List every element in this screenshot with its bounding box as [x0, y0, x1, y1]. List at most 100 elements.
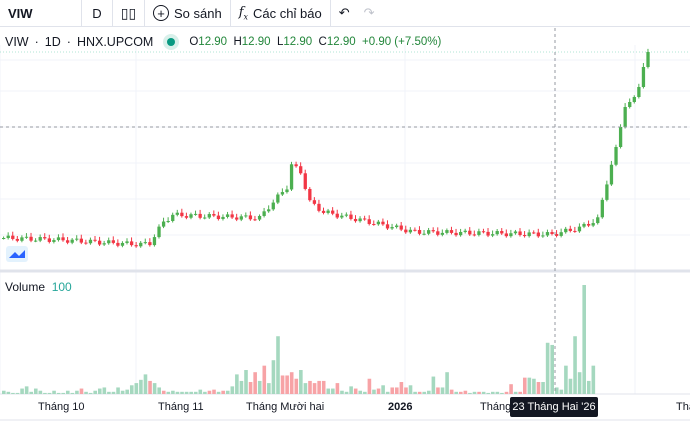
candle	[84, 242, 88, 244]
volume-bar	[235, 374, 239, 394]
candle	[573, 230, 577, 232]
volume-bar	[399, 382, 404, 394]
candle	[477, 231, 481, 235]
candle	[148, 242, 152, 246]
candle	[56, 237, 61, 241]
candle	[65, 240, 70, 243]
candle	[641, 67, 646, 87]
top-toolbar: VIW D ▯▯ + So sánh fx Các chỉ báo ↶ ↷	[0, 0, 690, 27]
volume-bar	[271, 360, 276, 394]
redo-icon[interactable]: ↷	[363, 5, 375, 20]
volume-bar	[29, 391, 34, 394]
candle	[70, 239, 74, 243]
volume-bar	[417, 391, 422, 394]
volume-bar	[326, 388, 331, 394]
candle	[102, 243, 106, 245]
volume-bar	[212, 389, 216, 394]
candle	[395, 225, 399, 228]
volume-bar	[349, 386, 353, 394]
candle	[463, 230, 467, 232]
volume-bar	[335, 383, 340, 394]
volume-bar	[344, 391, 349, 394]
candle	[38, 237, 42, 241]
candle	[161, 221, 166, 227]
volume-bar	[116, 387, 120, 394]
volume-bar	[143, 374, 148, 394]
compare-button[interactable]: + So sánh	[145, 0, 231, 27]
volume-bar	[216, 391, 221, 394]
volume-bar	[363, 391, 367, 394]
candle	[317, 203, 321, 211]
interval-button[interactable]: D	[82, 0, 113, 27]
symbol-search-button[interactable]: VIW	[0, 0, 82, 27]
volume-bar	[24, 386, 29, 394]
volume-bar	[75, 390, 79, 394]
candle	[20, 237, 24, 241]
candle	[472, 234, 477, 236]
volume-bar	[248, 382, 253, 394]
crosshair-date-label: 23 Tháng Hai '26	[510, 397, 598, 417]
volume-bar	[221, 390, 225, 394]
volume-bar	[591, 365, 596, 394]
volume-bar	[340, 390, 344, 394]
volume-bar	[43, 392, 47, 394]
volume-bar	[527, 377, 532, 394]
volume-bar	[88, 392, 93, 394]
volume-bar	[367, 378, 372, 394]
volume-bar	[61, 392, 66, 394]
candle	[522, 235, 527, 237]
volume-bar	[79, 388, 84, 394]
volume-bar	[47, 392, 52, 394]
volume-bar	[184, 391, 189, 394]
candle	[97, 240, 102, 245]
candle	[399, 225, 403, 230]
candle	[600, 199, 604, 218]
candle	[372, 223, 376, 225]
x-tick: Tháng 11	[158, 401, 204, 413]
volume-bar	[239, 380, 244, 394]
candle	[262, 211, 266, 216]
volume-bar	[52, 390, 56, 394]
candle	[591, 223, 595, 226]
volume-bar	[38, 390, 43, 394]
candle	[152, 237, 157, 246]
candle	[308, 188, 312, 201]
candle	[171, 214, 175, 221]
candle	[88, 239, 93, 244]
x-tick: Tháng Mười hai	[246, 401, 325, 413]
volume-bar	[568, 378, 573, 394]
candle	[545, 232, 550, 236]
candle	[134, 245, 138, 247]
volume-bar	[180, 391, 184, 394]
volume-bar	[161, 390, 166, 394]
volume-bar	[93, 390, 97, 394]
volume-bar	[139, 379, 143, 394]
candle	[207, 214, 211, 218]
candle	[312, 200, 317, 204]
candle	[618, 127, 623, 147]
volume-bar	[11, 392, 15, 394]
volume-bar	[541, 382, 545, 394]
candle	[285, 189, 289, 193]
chart-type-button[interactable]: ▯▯	[113, 0, 145, 27]
x-tick: Tháng	[480, 401, 512, 413]
candle	[184, 216, 189, 218]
volume-bar	[97, 388, 102, 394]
volume-bar	[312, 383, 317, 394]
candle	[61, 237, 65, 241]
candle	[120, 242, 125, 246]
undo-icon[interactable]: ↶	[338, 5, 350, 20]
candle	[509, 233, 513, 237]
volume-bar	[486, 392, 491, 394]
candle	[143, 242, 147, 244]
candle	[193, 213, 198, 215]
volume-bar	[564, 365, 568, 394]
volume-bar	[175, 391, 180, 394]
candle	[47, 238, 51, 242]
candle	[129, 241, 134, 246]
candle	[11, 235, 15, 239]
candle	[646, 52, 650, 67]
indicators-button[interactable]: fx Các chỉ báo	[231, 0, 331, 27]
candle	[568, 228, 572, 231]
